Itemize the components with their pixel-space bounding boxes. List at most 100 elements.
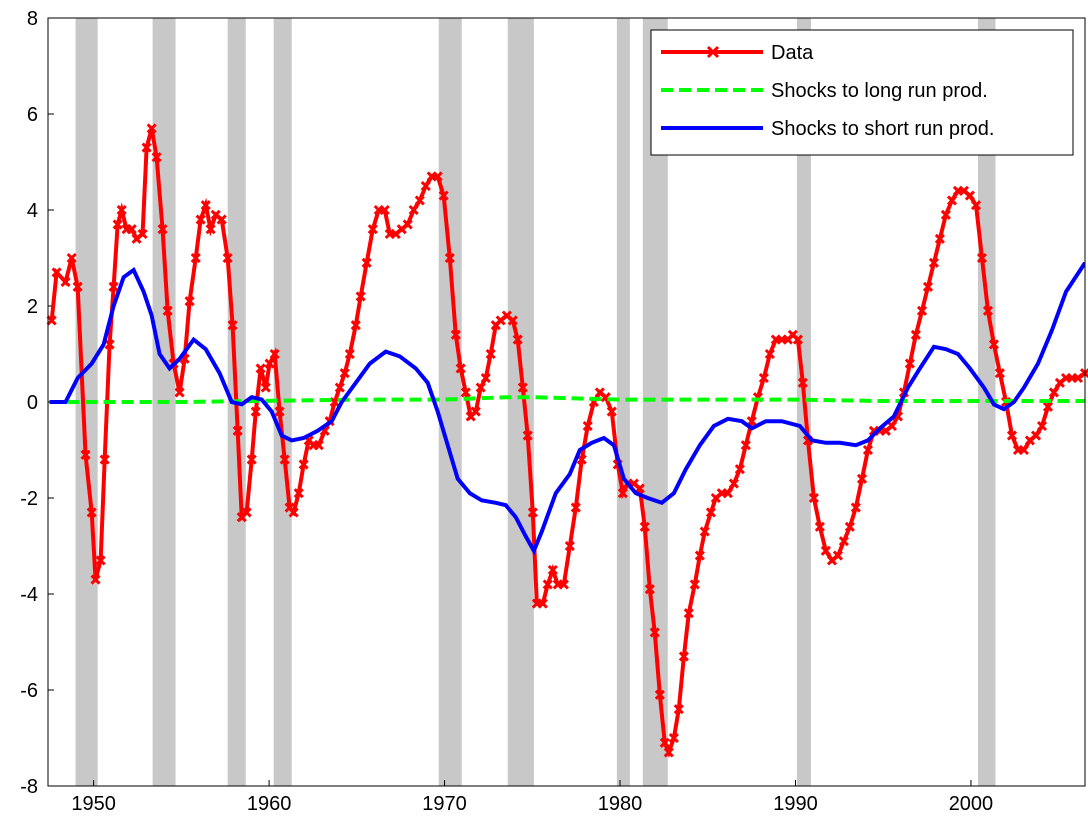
data-marker	[293, 488, 304, 499]
x-tick-label: 1960	[247, 793, 292, 815]
data-marker	[512, 334, 523, 345]
data-marker	[438, 190, 449, 201]
data-marker	[46, 315, 57, 326]
data-marker	[728, 478, 739, 489]
data-marker	[162, 305, 173, 316]
data-marker	[946, 195, 958, 206]
recession-band	[438, 18, 462, 786]
data-marker	[722, 488, 733, 499]
data-marker	[141, 142, 152, 153]
data-marker	[663, 747, 674, 758]
data-marker	[558, 579, 569, 590]
data-marker	[379, 204, 390, 216]
data-marker	[470, 406, 481, 417]
data-marker	[746, 416, 757, 427]
x-tick-label: 1980	[598, 793, 643, 815]
data-marker	[678, 651, 689, 662]
data-marker	[683, 608, 694, 619]
y-tick-label: -2	[20, 488, 38, 510]
data-marker	[174, 387, 185, 398]
data-marker	[964, 190, 975, 201]
series-line	[49, 261, 1085, 556]
data-marker	[402, 219, 413, 230]
data-marker	[694, 550, 705, 561]
data-marker	[264, 358, 275, 369]
data-marker	[222, 252, 233, 264]
data-marker	[1006, 430, 1018, 441]
data-marker	[764, 348, 775, 360]
data-marker	[916, 305, 928, 316]
data-marker	[480, 372, 491, 384]
series-line	[49, 395, 1085, 404]
data-marker	[886, 420, 898, 432]
data-marker	[350, 320, 361, 331]
data-marker	[190, 252, 201, 264]
x-tick-label: 1950	[71, 793, 116, 815]
data-marker	[260, 382, 271, 393]
data-marker	[151, 152, 162, 163]
recession-band	[507, 18, 534, 786]
data-marker	[797, 377, 808, 388]
y-tick-label: 6	[27, 104, 38, 126]
data-marker	[274, 406, 285, 417]
data-marker	[507, 315, 518, 326]
data-marker	[432, 171, 443, 182]
data-marker	[1036, 420, 1048, 432]
legend-marker	[706, 45, 720, 59]
data-marker	[758, 372, 769, 384]
data-marker	[582, 420, 593, 432]
data-marker	[537, 598, 548, 609]
data-marker	[104, 339, 115, 350]
recession-band	[273, 18, 292, 786]
data-marker	[72, 281, 83, 292]
data-marker	[928, 257, 939, 268]
data-marker	[241, 507, 252, 518]
data-marker	[227, 320, 238, 331]
data-marker	[689, 579, 700, 590]
data-marker	[216, 214, 227, 225]
data-marker	[279, 454, 290, 465]
data-marker	[184, 296, 195, 307]
data-marker	[485, 348, 496, 360]
y-tick-label: 4	[27, 200, 38, 222]
data-marker	[246, 454, 257, 465]
data-marker	[634, 483, 645, 494]
data-marker	[904, 358, 915, 369]
data-marker	[116, 204, 127, 216]
y-tick-label: 2	[27, 296, 38, 318]
data-marker	[408, 204, 419, 216]
y-tick-label: -8	[20, 776, 38, 798]
series-line	[49, 127, 1085, 758]
data-marker	[205, 224, 216, 235]
data-marker	[862, 444, 874, 456]
data-marker	[838, 536, 849, 547]
data-marker	[522, 430, 533, 441]
data-marker	[617, 488, 628, 499]
legend-label: Shocks to short run prod.	[771, 118, 994, 140]
data-marker	[542, 579, 553, 590]
data-marker	[460, 387, 471, 398]
data-marker	[844, 521, 855, 532]
data-marker	[90, 574, 101, 585]
data-marker	[1072, 372, 1084, 384]
data-marker	[450, 329, 461, 340]
data-marker	[86, 507, 97, 518]
data-marker	[1048, 387, 1060, 398]
data-marker	[644, 584, 655, 595]
data-marker	[1030, 430, 1042, 441]
plot-frame	[47, 17, 1086, 787]
data-marker	[95, 555, 106, 566]
x-tick-label: 2000	[949, 793, 994, 815]
data-marker	[988, 339, 999, 350]
data-marker	[639, 521, 650, 532]
data-marker	[355, 291, 366, 302]
data-marker	[850, 502, 861, 513]
data-marker	[814, 521, 825, 532]
y-tick-label: 0	[27, 392, 38, 414]
data-marker	[994, 368, 1005, 379]
data-marker	[922, 281, 934, 292]
data-marker	[126, 224, 137, 235]
data-marker	[146, 123, 157, 134]
data-marker	[649, 627, 660, 638]
